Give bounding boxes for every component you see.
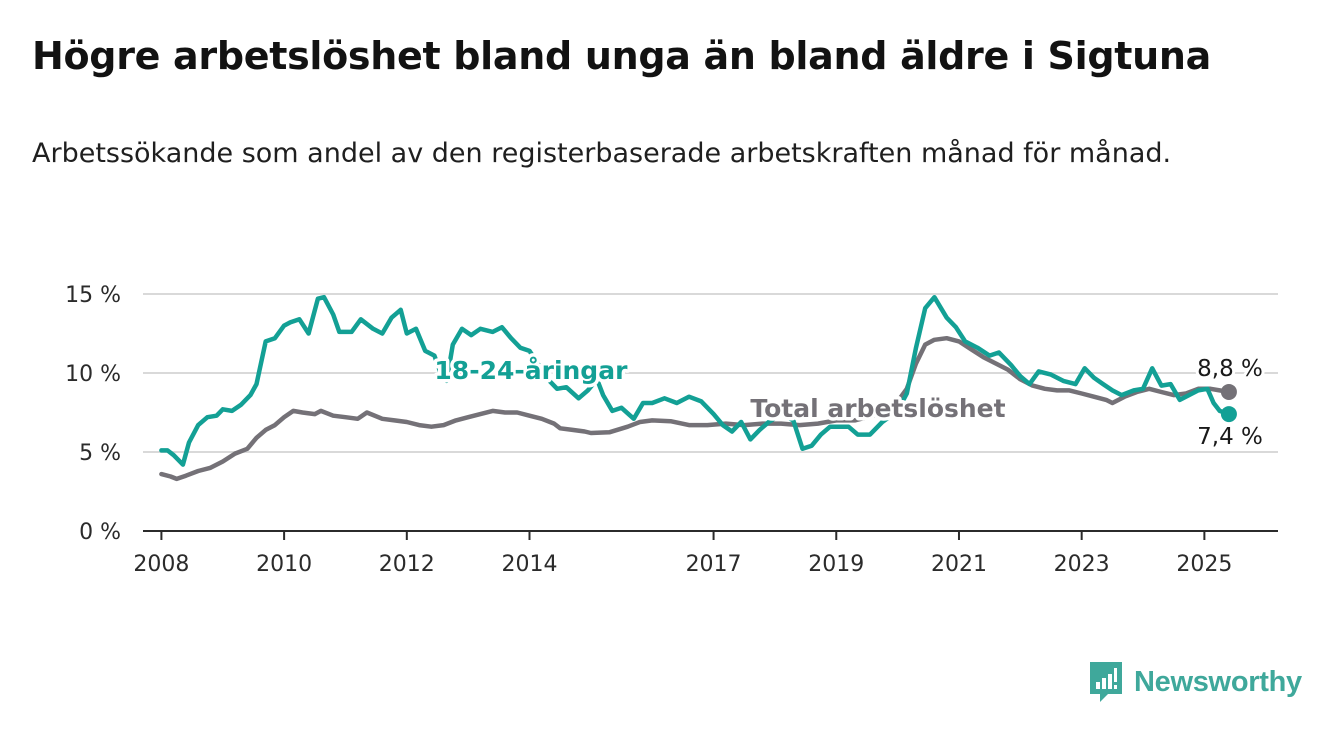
chart-subtitle: Arbetssökande som andel av den registerb…: [32, 138, 1172, 169]
x-tick-label: 2023: [1054, 552, 1110, 577]
x-tick-label: 2014: [502, 552, 558, 577]
series-line: [159, 335, 1232, 482]
end-value-label: 7,4 %: [1197, 424, 1263, 450]
series-lines: [159, 294, 1237, 482]
x-tick-label: 2019: [808, 552, 864, 577]
x-tick-label: 2012: [379, 552, 435, 577]
brand-name: Newsworthy: [1134, 665, 1302, 698]
end-value-label-group: 7,4 %7,4 %: [1194, 421, 1266, 453]
x-tick-label: 2010: [256, 552, 312, 577]
end-value-label-halo: 8,8 %: [1197, 356, 1263, 382]
series-label: Total arbetslöshet: [750, 394, 1005, 423]
series-label-halo: Total arbetslöshet: [750, 394, 1005, 423]
y-tick-label: 15 %: [65, 283, 121, 308]
series-label-halo: 18-24-åringar: [434, 356, 628, 385]
axes: 0 % 5 % 10 % 15 % 2008 2010 2012 2014 2017 2019 20…: [65, 283, 1278, 577]
x-tick-label: 2008: [133, 552, 189, 577]
chart-title: Högre arbetslöshet bland unga än bland ä…: [32, 34, 1211, 78]
x-tick-label: 2017: [686, 552, 742, 577]
y-tick-label: 0 %: [79, 520, 121, 545]
end-value-label-group: 8,8 %8,8 %: [1194, 353, 1266, 385]
series-end-point: [1220, 383, 1237, 400]
end-value-label: 8,8 %: [1197, 356, 1263, 382]
end-value-label-halo: 7,4 %: [1197, 424, 1263, 450]
x-tick-label: 2021: [931, 552, 987, 577]
brand: Newsworthy: [1088, 660, 1302, 704]
y-tick-label: 5 %: [79, 441, 121, 466]
series-label: 18-24-åringar: [434, 356, 628, 385]
series-line: [159, 294, 1232, 467]
y-tick-label: 10 %: [65, 362, 121, 387]
x-tick-label: 2025: [1176, 552, 1232, 577]
series-end-point: [1220, 406, 1237, 423]
newsworthy-logo-icon: [1090, 662, 1122, 702]
